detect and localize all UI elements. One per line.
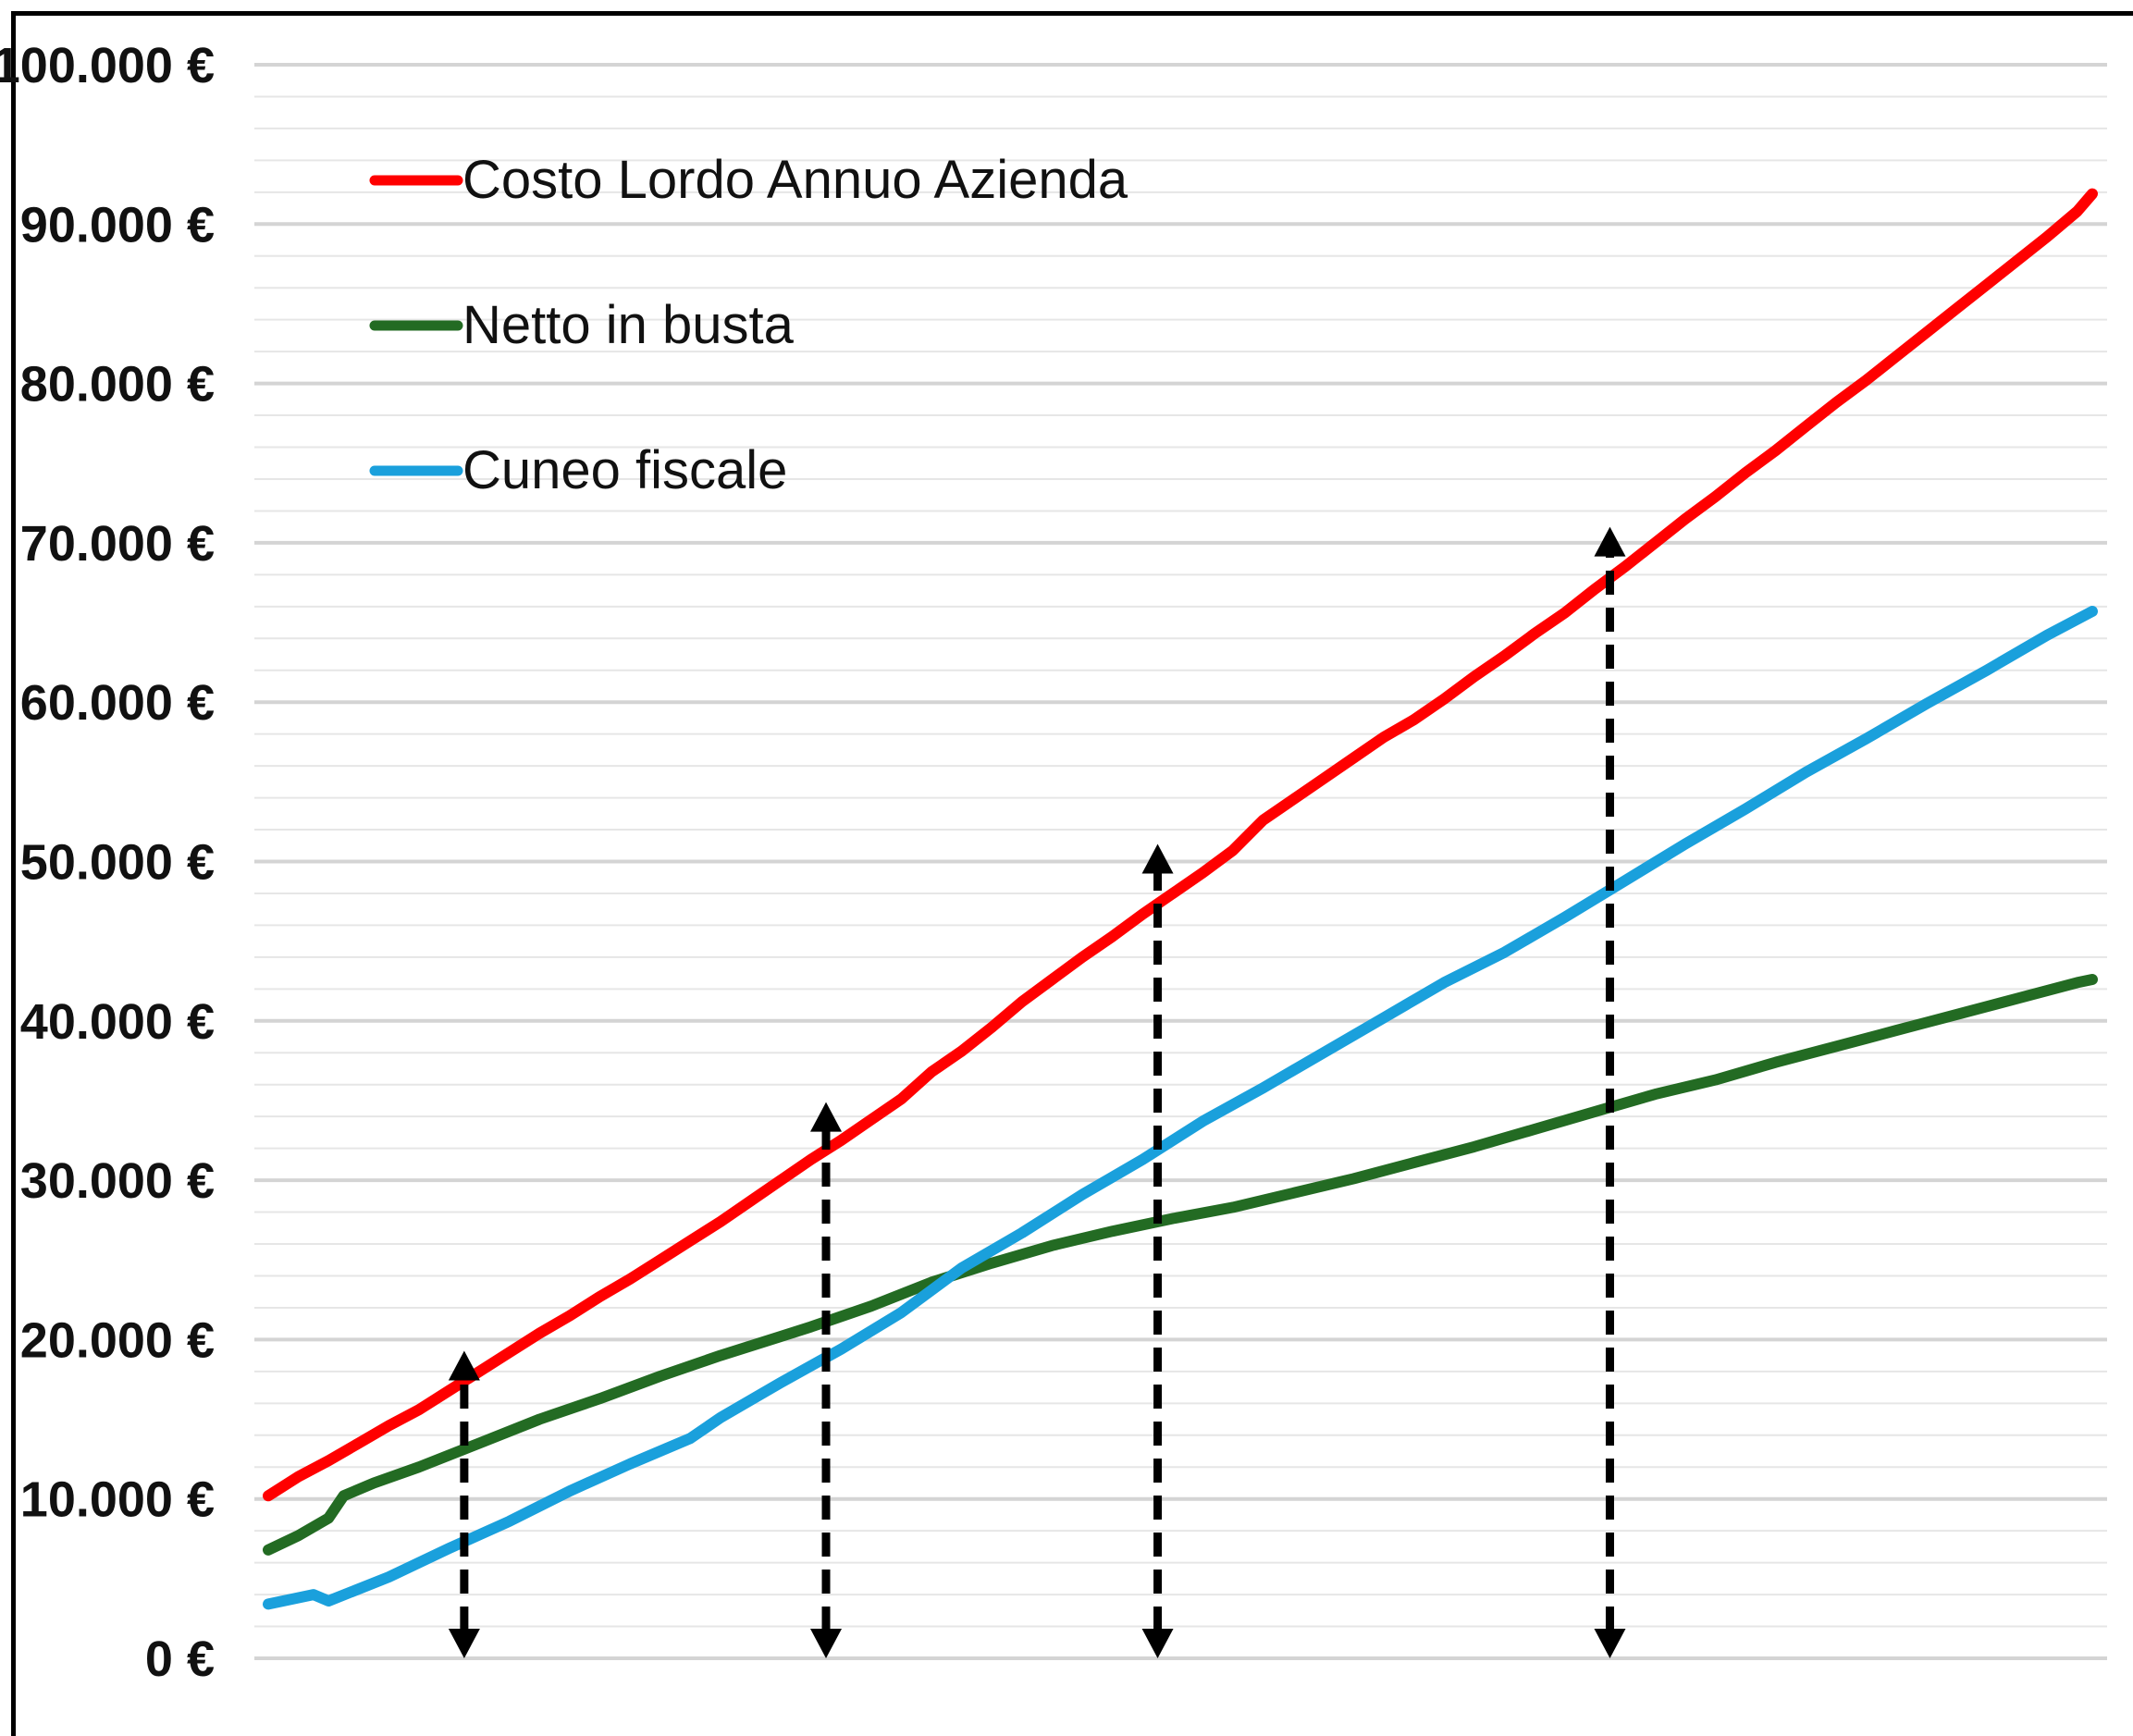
arrow-head-down [448, 1629, 480, 1658]
arrow-head-down [1141, 1629, 1174, 1658]
y-tick-label: 20.000 € [20, 1312, 215, 1368]
y-tick-label: 100.000 € [0, 38, 215, 93]
difference-arrow [1594, 526, 1626, 1658]
arrow-head-up [1141, 843, 1174, 874]
y-tick-label: 90.000 € [20, 197, 215, 252]
arrow-head-down [1594, 1629, 1626, 1658]
y-tick-label: 40.000 € [20, 994, 215, 1050]
difference-arrow [810, 1102, 843, 1658]
arrow-head-down [810, 1629, 843, 1658]
legend-label-cuneo: Cuneo fiscale [462, 440, 787, 500]
difference-arrow [448, 1350, 480, 1658]
y-tick-label: 0 € [145, 1631, 215, 1687]
y-axis-tick-labels: 0 € 10.000 € 20.000 € 30.000 € 40.000 € 50.00… [0, 38, 215, 1687]
y-tick-label: 60.000 € [20, 675, 215, 731]
y-tick-label: 50.000 € [20, 835, 215, 891]
y-tick-label: 70.000 € [20, 516, 215, 572]
legend-label-costo: Costo Lordo Annuo Azienda [462, 150, 1128, 210]
chart-frame [11, 11, 2133, 1736]
arrow-head-up [1594, 526, 1626, 557]
legend: Costo Lordo Annuo Azienda Netto in busta… [369, 150, 1128, 500]
series-line-netto [263, 974, 2098, 1556]
grid-lines [254, 63, 2107, 1660]
difference-arrows [448, 526, 1626, 1658]
series-line-cuneo [263, 606, 2098, 1610]
arrow-head-up [448, 1350, 480, 1381]
y-tick-label: 80.000 € [20, 357, 215, 412]
series-lines [263, 188, 2098, 1610]
y-tick-label: 30.000 € [20, 1153, 215, 1209]
series-line-costo [263, 188, 2098, 1502]
legend-label-netto: Netto in busta [462, 295, 795, 355]
difference-arrow [1141, 843, 1174, 1658]
y-tick-label: 10.000 € [20, 1472, 215, 1528]
arrow-head-up [810, 1102, 843, 1132]
